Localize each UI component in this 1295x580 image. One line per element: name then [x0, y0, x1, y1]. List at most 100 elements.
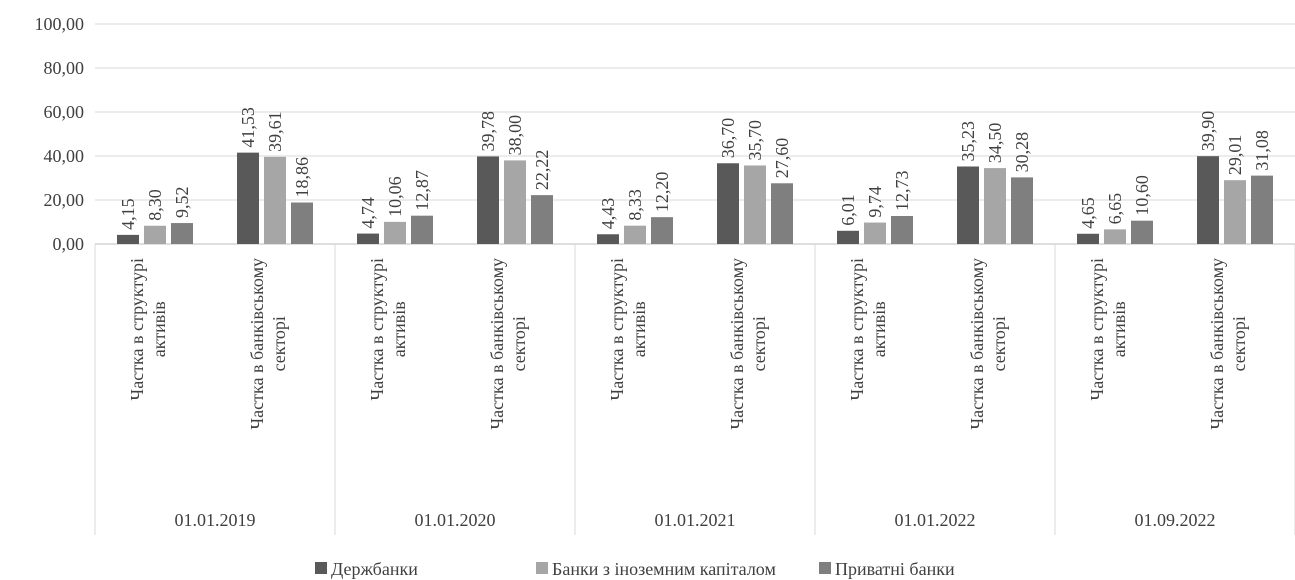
bar: [957, 166, 979, 244]
bar: [1224, 180, 1246, 244]
x-group-label: 01.01.2019: [175, 510, 256, 530]
bar: [117, 234, 139, 244]
bar: [144, 225, 166, 244]
x-category-label-line: секторі: [989, 316, 1009, 371]
bar: [651, 217, 673, 244]
x-category-label: Частка в банківському секторі: [247, 258, 289, 430]
bar: [264, 156, 286, 244]
data-label: 6,65: [1105, 193, 1125, 225]
data-label: 12,87: [412, 170, 432, 211]
data-label: 39,90: [1198, 111, 1218, 152]
bar: [531, 195, 553, 244]
bar: [1251, 175, 1273, 244]
data-label: 12,73: [892, 170, 912, 211]
y-tick-label: 20,00: [44, 190, 85, 210]
x-category-label-line: Частка в структурі: [367, 258, 387, 400]
bar: [477, 156, 499, 244]
y-tick-label: 100,00: [35, 14, 85, 34]
bar: [1197, 156, 1219, 244]
legend-swatch: [315, 562, 327, 574]
bar: [291, 202, 313, 244]
y-tick-label: 0,00: [53, 234, 85, 254]
bar: [717, 163, 739, 244]
data-label: 29,01: [1225, 135, 1245, 176]
bar: [1131, 220, 1153, 244]
data-label: 30,28: [1012, 132, 1032, 173]
data-label: 22,22: [532, 150, 552, 191]
data-label: 9,74: [865, 186, 885, 218]
x-category-label-line: Частка в структурі: [127, 258, 147, 400]
x-category-label-line: секторі: [749, 316, 769, 371]
x-category-label-line: Частка в структурі: [847, 258, 867, 400]
data-label: 4,15: [118, 198, 138, 230]
bar: [864, 222, 886, 244]
bar: [357, 233, 379, 244]
bar: [1077, 233, 1099, 244]
data-label: 4,43: [598, 198, 618, 230]
x-category-label: Частка в структурі активів: [607, 258, 649, 400]
x-category-label-line: Частка в банківському: [247, 258, 267, 430]
x-category-label: Частка в банківському секторі: [487, 258, 529, 430]
data-label: 27,60: [772, 138, 792, 179]
x-category-label: Частка в структурі активів: [1087, 258, 1129, 400]
bar: [171, 223, 193, 244]
x-category-label-line: Частка в банківському: [1207, 258, 1227, 430]
bar: [771, 183, 793, 244]
x-category-label-line: Частка в банківському: [727, 258, 747, 430]
x-category-label: Частка в структурі активів: [367, 258, 409, 400]
data-label: 39,61: [265, 111, 285, 152]
legend-label: Банки з іноземним капіталом: [552, 559, 776, 579]
x-group-label: 01.01.2020: [415, 510, 496, 530]
x-group-label: 01.01.2021: [655, 510, 736, 530]
data-label: 4,74: [358, 197, 378, 229]
data-label: 36,70: [718, 118, 738, 159]
bar: [411, 215, 433, 244]
x-category-label-line: Частка в банківському: [967, 258, 987, 430]
data-label: 31,08: [1252, 130, 1272, 171]
y-tick-label: 40,00: [44, 146, 85, 166]
x-category-label-line: активів: [1109, 301, 1129, 357]
x-category-label-line: секторі: [1229, 316, 1249, 371]
data-label: 8,33: [625, 189, 645, 221]
x-category-label-line: Частка в структурі: [1087, 258, 1107, 400]
data-label: 38,00: [505, 115, 525, 156]
x-group-label: 01.09.2022: [1135, 510, 1216, 530]
x-category-label-line: активів: [389, 301, 409, 357]
data-label: 41,53: [238, 107, 258, 148]
y-tick-label: 60,00: [44, 102, 85, 122]
bar: [597, 234, 619, 244]
data-label: 18,86: [292, 157, 312, 198]
x-group-label: 01.01.2022: [895, 510, 976, 530]
data-label: 12,20: [652, 172, 672, 213]
bar: [504, 160, 526, 244]
legend-label: Держбанки: [331, 559, 418, 579]
data-label: 39,78: [478, 111, 498, 152]
data-label: 6,01: [838, 194, 858, 226]
legend-swatch: [819, 562, 831, 574]
x-category-label-line: активів: [149, 301, 169, 357]
data-label: 35,23: [958, 121, 978, 162]
x-category-label-line: Частка в структурі: [607, 258, 627, 400]
bar: [1011, 177, 1033, 244]
bar: [984, 168, 1006, 244]
data-label: 8,30: [145, 189, 165, 221]
data-label: 35,70: [745, 120, 765, 161]
bar: [837, 230, 859, 244]
bar: [891, 215, 913, 244]
x-category-label-line: активів: [869, 301, 889, 357]
x-category-label-line: секторі: [269, 316, 289, 371]
legend-swatch: [536, 562, 548, 574]
data-label: 10,60: [1132, 175, 1152, 216]
y-tick-label: 80,00: [44, 58, 85, 78]
x-category-label: Частка в структурі активів: [127, 258, 169, 400]
bar: [1104, 229, 1126, 244]
legend-label: Приватні банки: [835, 559, 955, 579]
bar: [624, 225, 646, 244]
bar: [744, 165, 766, 244]
data-label: 4,65: [1078, 197, 1098, 229]
bar: [237, 152, 259, 244]
data-label: 10,06: [385, 176, 405, 217]
x-category-label-line: Частка в банківському: [487, 258, 507, 430]
data-label: 9,52: [172, 187, 192, 219]
